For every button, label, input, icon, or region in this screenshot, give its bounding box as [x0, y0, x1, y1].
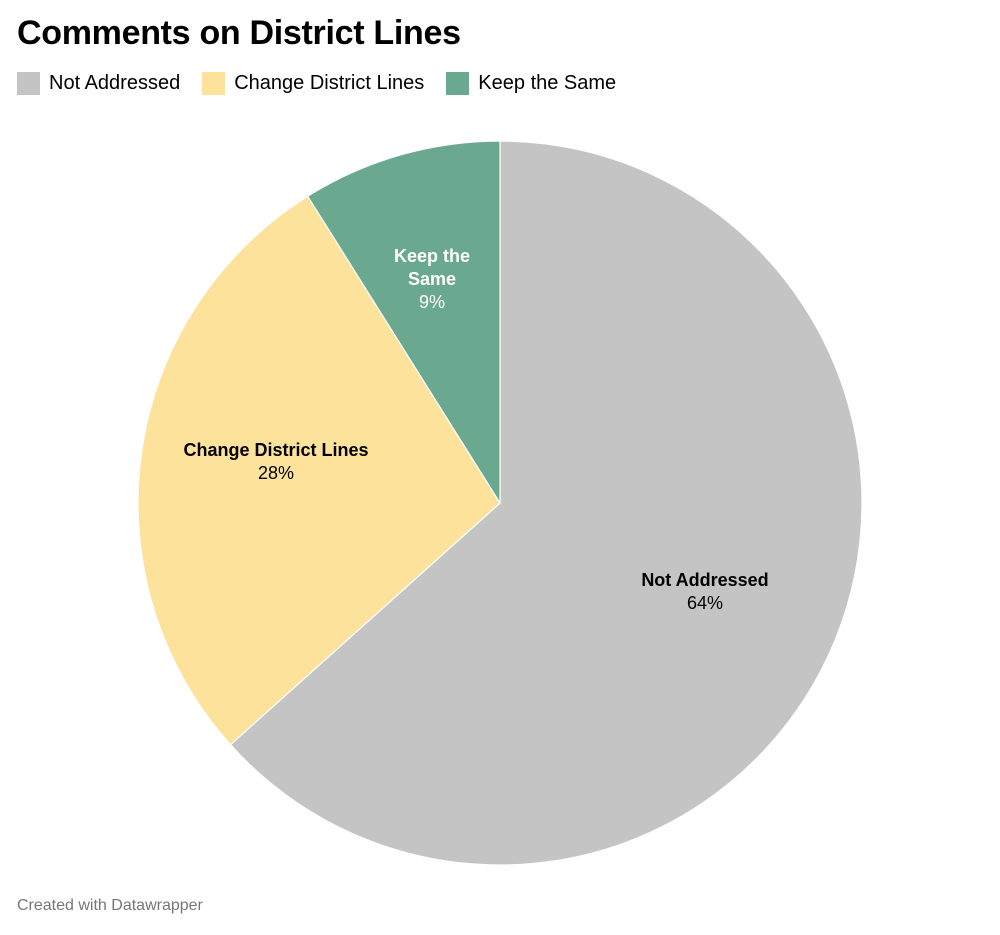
slice-value-keep-the-same: 9%: [419, 292, 445, 312]
legend-item-not-addressed: Not Addressed: [17, 72, 180, 95]
legend-item-keep-the-same: Keep the Same: [446, 72, 616, 95]
legend-swatch-keep-the-same: [446, 72, 470, 95]
slice-value-change-district-lines: 28%: [258, 463, 294, 483]
slice-label-keep-the-same: Keep the: [394, 246, 470, 266]
legend-swatch-not-addressed: [17, 72, 40, 95]
legend-label-change-district-lines: Change District Lines: [234, 72, 425, 94]
legend-item-change-district-lines: Change District Lines: [202, 72, 424, 95]
chart-legend: Not Addressed Change District Lines Keep…: [17, 72, 616, 95]
slice-label-keep-the-same: Same: [408, 269, 456, 289]
footer-credit: Created with Datawrapper: [17, 897, 203, 914]
legend-label-keep-the-same: Keep the Same: [478, 72, 617, 94]
legend-swatch-change-district-lines: [202, 72, 226, 95]
pie-slice-keep-the-same: [306, 140, 501, 506]
pie-slice-change-district-lines: [137, 195, 501, 746]
slice-label-change-district-lines: Change District Lines: [183, 440, 368, 460]
chart-title: Comments on District Lines: [17, 14, 461, 52]
pie-slice-not-addressed: [229, 140, 863, 866]
legend-label-not-addressed: Not Addressed: [49, 72, 181, 94]
slice-label-not-addressed: Not Addressed: [641, 570, 768, 590]
slice-value-not-addressed: 64%: [687, 593, 723, 613]
